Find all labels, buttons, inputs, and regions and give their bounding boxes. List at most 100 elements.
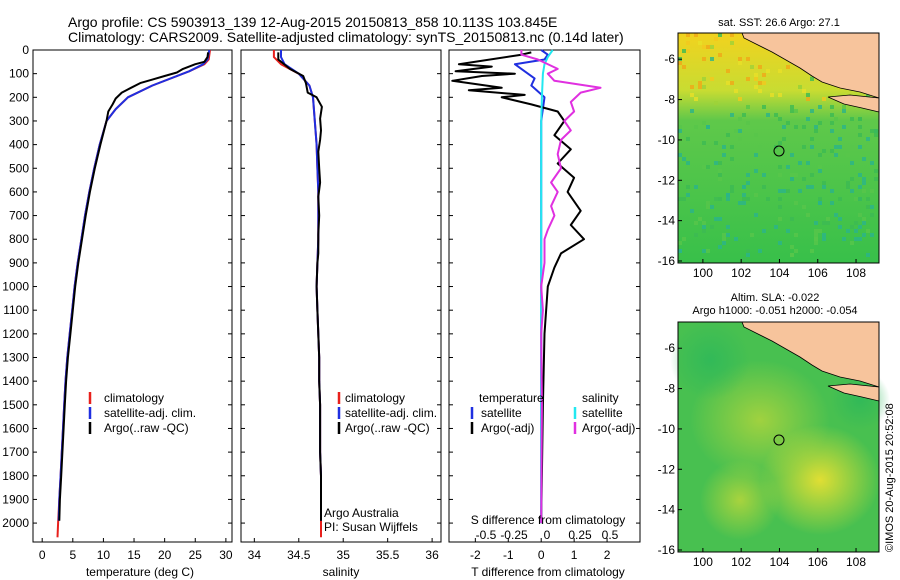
sst-pixel xyxy=(698,217,702,221)
sst-pixel xyxy=(814,129,818,133)
sst-pixel xyxy=(750,233,754,237)
map-x-tick-label: 100 xyxy=(693,266,713,280)
sst-pixel xyxy=(678,153,682,157)
sst-pixel xyxy=(814,125,818,129)
sst-pixel xyxy=(858,133,862,137)
sst-pixel xyxy=(694,221,698,225)
difference-legend: temperature salinity satellite Argo(-adj… xyxy=(470,391,635,435)
sst-pixel xyxy=(718,245,722,249)
sst-pixel xyxy=(690,85,694,89)
sst-pixel xyxy=(714,101,718,105)
sst-pixel xyxy=(702,221,706,225)
sst-pixel xyxy=(678,241,682,245)
legend-satellite-adj: satellite-adj. clim. xyxy=(345,406,437,420)
map-y-tick-label: -12 xyxy=(658,462,676,476)
sst-pixel xyxy=(818,153,822,157)
x-tick-label: 30 xyxy=(219,548,233,562)
sst-pixel xyxy=(726,133,730,137)
legend-climatology: climatology xyxy=(104,391,164,405)
s-diff-tick-label: 0 xyxy=(544,528,551,542)
sst-pixel xyxy=(686,33,690,37)
sst-pixel xyxy=(762,173,766,177)
series-line xyxy=(272,50,322,538)
sst-pixel xyxy=(786,229,790,233)
sst-pixel xyxy=(862,221,866,225)
sst-pixel xyxy=(718,197,722,201)
sst-pixel xyxy=(782,189,786,193)
sst-pixel xyxy=(702,77,706,81)
sst-pixel xyxy=(822,221,826,225)
map-y-tick-label: -10 xyxy=(658,422,676,436)
sst-pixel xyxy=(718,169,722,173)
sst-pixel xyxy=(738,129,742,133)
sst-pixel xyxy=(746,173,750,177)
imos-watermark: ©IMOS 20-Aug-2015 20:52:08 xyxy=(884,403,896,552)
sst-pixel xyxy=(742,201,746,205)
sst-pixel xyxy=(802,89,806,93)
series-line xyxy=(540,49,554,524)
sst-pixel xyxy=(762,81,766,85)
sst-pixel xyxy=(870,205,874,209)
sst-pixel xyxy=(738,137,742,141)
sst-pixel xyxy=(714,141,718,145)
sst-pixel xyxy=(798,85,802,89)
sst-pixel xyxy=(778,197,782,201)
depth-tick-label: 300 xyxy=(9,114,29,128)
sst-pixel xyxy=(866,205,870,209)
temperature-panel: 0 5 10 15 20 25 30 xyxy=(32,49,233,562)
sst-pixel xyxy=(810,249,814,253)
sst-pixel xyxy=(718,173,722,177)
sst-pixel xyxy=(778,241,782,245)
series-line xyxy=(277,52,323,521)
sst-pixel xyxy=(862,157,866,161)
sst-pixel xyxy=(722,241,726,245)
argo-australia-label: Argo Australia xyxy=(324,506,399,520)
s-diff-tick-label: 0.25 xyxy=(568,528,592,542)
sst-pixel xyxy=(778,69,782,73)
sst-pixel xyxy=(702,165,706,169)
sst-pixel xyxy=(858,225,862,229)
sst-pixel xyxy=(830,121,834,125)
map-x-tick-label: 102 xyxy=(731,266,751,280)
sst-pixel xyxy=(710,45,714,49)
sst-pixel xyxy=(678,61,682,65)
legend-climatology: climatology xyxy=(345,391,405,405)
sst-pixel xyxy=(678,249,682,253)
panel-frame xyxy=(240,49,442,543)
sla-map-title-line2: Argo h1000: -0.051 h2000: -0.054 xyxy=(692,305,857,317)
sst-pixel xyxy=(778,217,782,221)
temperature-legend: climatology satellite-adj. clim. Argo(..… xyxy=(88,391,196,435)
sst-pixel xyxy=(710,57,714,61)
sst-pixel xyxy=(730,189,734,193)
sst-pixel xyxy=(826,221,830,225)
sst-pixel xyxy=(830,201,834,205)
map-x-tick-label: 104 xyxy=(769,555,789,569)
sst-pixel xyxy=(838,197,842,201)
sst-pixel xyxy=(782,125,786,129)
sst-pixel xyxy=(802,145,806,149)
series-line xyxy=(56,49,211,538)
depth-tick-label: 0 xyxy=(22,43,29,57)
sst-pixel xyxy=(834,117,838,121)
legend-s-argo: Argo(-adj) xyxy=(582,421,635,435)
sst-pixel xyxy=(830,105,834,109)
depth-tick-label: 800 xyxy=(9,232,29,246)
series-line xyxy=(280,50,322,521)
sst-pixel xyxy=(698,85,702,89)
sst-pixel xyxy=(730,41,734,45)
sst-pixel xyxy=(706,125,710,129)
sst-pixel xyxy=(710,205,714,209)
salinity-legend: climatology satellite-adj. clim. Argo(..… xyxy=(324,391,437,534)
sst-pixel xyxy=(834,145,838,149)
sst-pixel xyxy=(722,153,726,157)
sst-pixel xyxy=(678,157,682,161)
sst-pixel xyxy=(786,65,790,69)
sst-pixel xyxy=(682,157,686,161)
x-tick-label: 2 xyxy=(604,548,611,562)
sst-pixel xyxy=(862,181,866,185)
depth-tick-label: 700 xyxy=(9,209,29,223)
sst-pixel xyxy=(678,197,682,201)
sst-pixel xyxy=(786,121,790,125)
map-y-tick-label: -16 xyxy=(658,543,676,557)
